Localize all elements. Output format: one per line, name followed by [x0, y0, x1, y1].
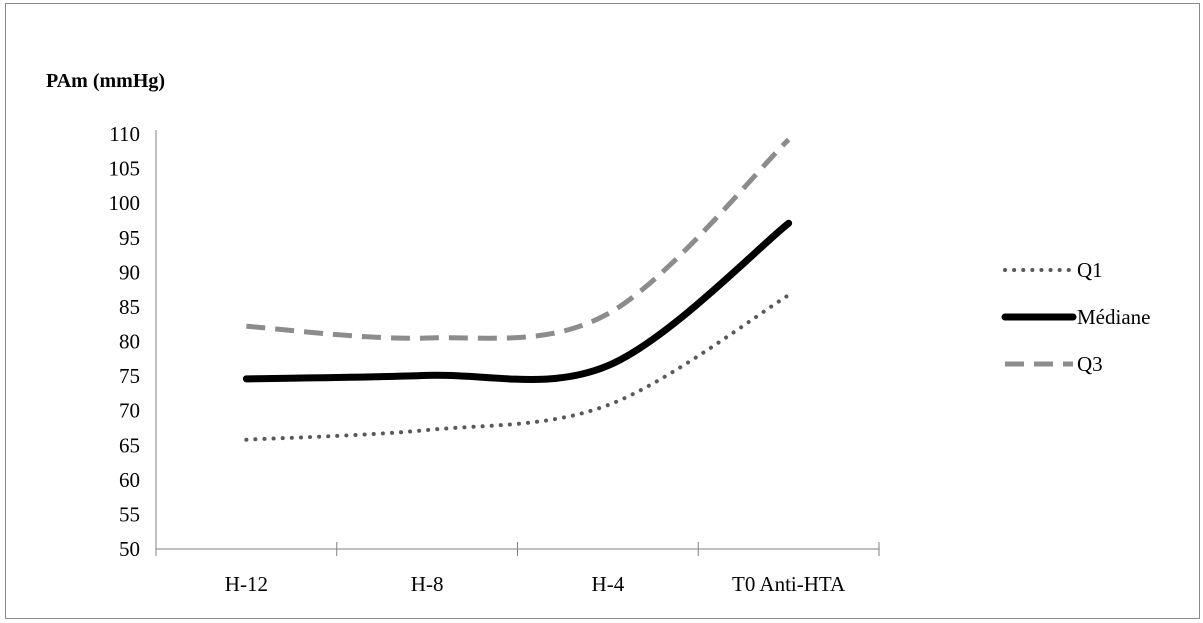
y-tick-label: 90 [119, 260, 140, 284]
y-tick-label: 110 [109, 122, 140, 146]
x-tick-label: H-4 [592, 572, 625, 596]
x-tick-label: H-12 [225, 572, 268, 596]
axes [155, 130, 880, 556]
x-tick-label: T0 Anti-HTA [732, 572, 846, 596]
legend: Q1 Médiane Q3 [1001, 258, 1150, 376]
legend-label: Q1 [1077, 258, 1103, 282]
y-tick-label: 50 [119, 537, 140, 561]
series-lines [242, 137, 793, 442]
legend-label: Q3 [1077, 352, 1103, 376]
y-tick-label: 65 [119, 433, 140, 457]
y-axis-ticks: 50 55 60 65 70 75 80 85 90 95 100 105 110 [109, 122, 141, 561]
y-tick-label: 55 [119, 502, 140, 526]
series-line-q1 [244, 293, 791, 442]
y-tick-label: 60 [119, 468, 140, 492]
y-tick-label: 80 [119, 330, 140, 354]
chart-frame [5, 3, 1200, 619]
y-tick-label: 70 [119, 399, 140, 423]
y-tick-label: 95 [119, 226, 140, 250]
y-tick-label: 100 [109, 191, 141, 215]
series-line-q3 [246, 137, 791, 341]
y-tick-label: 105 [109, 157, 141, 181]
series-line-m-diane [242, 219, 793, 383]
legend-label: Médiane [1077, 305, 1150, 329]
y-tick-label: 75 [119, 364, 140, 388]
y-tick-label: 85 [119, 295, 140, 319]
x-axis-ticks: H-12 H-8 H-4 T0 Anti-HTA [225, 572, 846, 596]
x-tick-label: H-8 [411, 572, 444, 596]
y-axis-title: PAm (mmHg) [46, 70, 165, 92]
